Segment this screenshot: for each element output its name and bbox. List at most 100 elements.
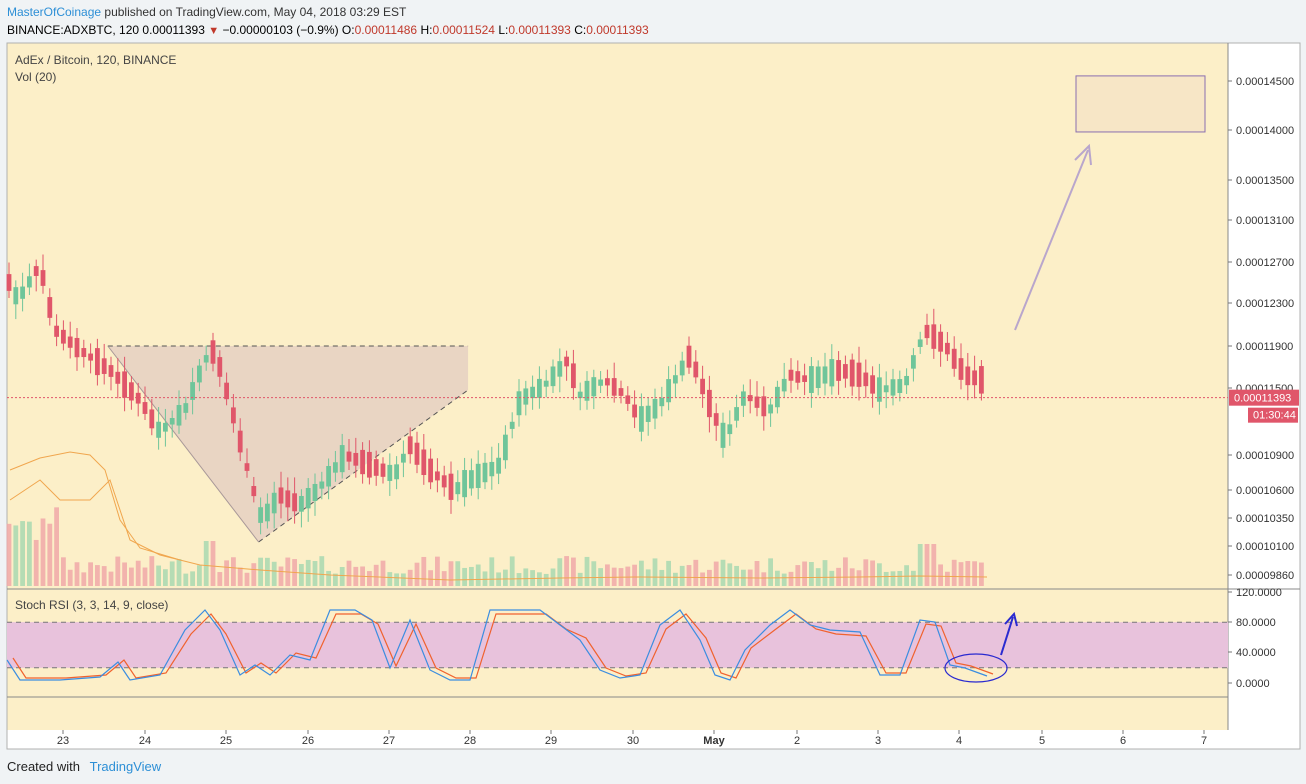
volume-bar — [373, 564, 379, 586]
last-price: 0.00011393 — [142, 23, 205, 37]
candle — [373, 459, 379, 476]
low-value: 0.00011393 — [508, 23, 571, 37]
price-tick-label: 0.00010350 — [1236, 513, 1294, 525]
candle — [122, 371, 127, 398]
volume-bar — [237, 567, 243, 586]
candle — [20, 286, 25, 299]
volume-bar — [768, 558, 773, 586]
price-tick-label: 0.00014000 — [1236, 125, 1294, 137]
candle — [435, 471, 440, 481]
candle — [802, 375, 807, 382]
last-price-badge — [1229, 389, 1299, 406]
candle — [673, 375, 678, 384]
candle — [462, 470, 467, 498]
publish-text: published on TradingView.com, May 04, 20… — [104, 5, 407, 19]
volume-bar — [679, 565, 685, 586]
time-tick-label: 23 — [57, 735, 69, 747]
volume-bar — [435, 556, 440, 586]
volume-bar — [33, 539, 39, 586]
volume-bar — [543, 573, 549, 586]
tradingview-logo[interactable]: TradingView — [89, 759, 162, 774]
candle — [40, 270, 46, 286]
volume-bar — [489, 557, 495, 586]
volume-bar — [720, 559, 726, 586]
price-tick-label: 0.00014500 — [1236, 76, 1294, 88]
volume-bar — [503, 569, 508, 586]
candle — [265, 503, 270, 522]
volume-bar — [244, 572, 250, 586]
candle — [727, 424, 733, 435]
candle — [863, 372, 869, 387]
volume-bar — [135, 560, 141, 586]
volume-bar — [788, 571, 794, 586]
close-value: 0.00011393 — [586, 23, 649, 37]
candle — [496, 457, 501, 474]
candle — [904, 375, 909, 386]
price-tick-label: 0.00012700 — [1236, 257, 1294, 269]
footer: Created with TradingView — [7, 759, 161, 774]
candle — [781, 378, 787, 392]
volume-ma-line — [9, 479, 988, 581]
volume-bar — [822, 560, 828, 586]
price-tick-label: 0.00010100 — [1236, 541, 1294, 553]
candle — [883, 385, 889, 393]
candle — [33, 266, 39, 276]
author-link[interactable]: MasterOfCoinage — [7, 5, 102, 19]
candle — [237, 430, 243, 453]
candle — [890, 379, 896, 396]
candle — [972, 370, 977, 386]
volume-bar — [197, 565, 202, 586]
candle — [911, 355, 916, 369]
volume-bar — [203, 541, 209, 586]
volume-bar — [632, 564, 637, 586]
candle — [700, 378, 705, 395]
volume-bar — [380, 560, 386, 586]
candle — [523, 388, 529, 405]
candle — [149, 409, 155, 429]
candle — [557, 361, 563, 377]
candle — [129, 382, 134, 401]
candle — [571, 363, 576, 389]
time-tick-label: 26 — [302, 735, 314, 747]
volume-bar — [414, 562, 420, 586]
candle — [95, 348, 100, 376]
price-tick-label: 0.00013500 — [1236, 175, 1294, 187]
volume-bar — [557, 558, 563, 586]
volume-bar — [183, 573, 189, 586]
triangle-left-edge — [107, 345, 259, 543]
volume-bar — [734, 565, 739, 586]
candle — [693, 361, 699, 378]
volume-bar — [591, 561, 597, 586]
volume-bar — [367, 571, 372, 586]
candle — [197, 365, 202, 383]
candle — [101, 358, 107, 374]
candle — [605, 378, 610, 386]
candle — [877, 377, 882, 402]
volume-bar — [115, 556, 121, 586]
candle — [768, 404, 773, 414]
price-change: −0.00000103 (−0.9%) — [222, 23, 339, 37]
volume-bar — [965, 561, 971, 586]
candle — [169, 417, 175, 425]
chart-frame — [6, 42, 1301, 750]
volume-bar — [523, 568, 529, 586]
volume-bar — [897, 571, 903, 586]
candle — [6, 274, 12, 291]
volume-bar — [625, 566, 631, 586]
time-tick-label: May — [703, 735, 725, 747]
candle — [190, 382, 195, 400]
volume-bar — [754, 560, 760, 586]
candle — [244, 463, 250, 471]
osc-tick-label: 0.0000 — [1236, 678, 1270, 690]
candle — [747, 395, 753, 402]
candle — [591, 377, 597, 397]
candle — [645, 405, 651, 422]
volume-bar — [142, 567, 148, 586]
volume-bar — [88, 562, 93, 586]
time-tick-label: 5 — [1039, 735, 1045, 747]
volume-bar — [945, 571, 950, 586]
candle — [543, 380, 549, 387]
candle — [938, 331, 943, 352]
volume-bar — [761, 572, 767, 586]
